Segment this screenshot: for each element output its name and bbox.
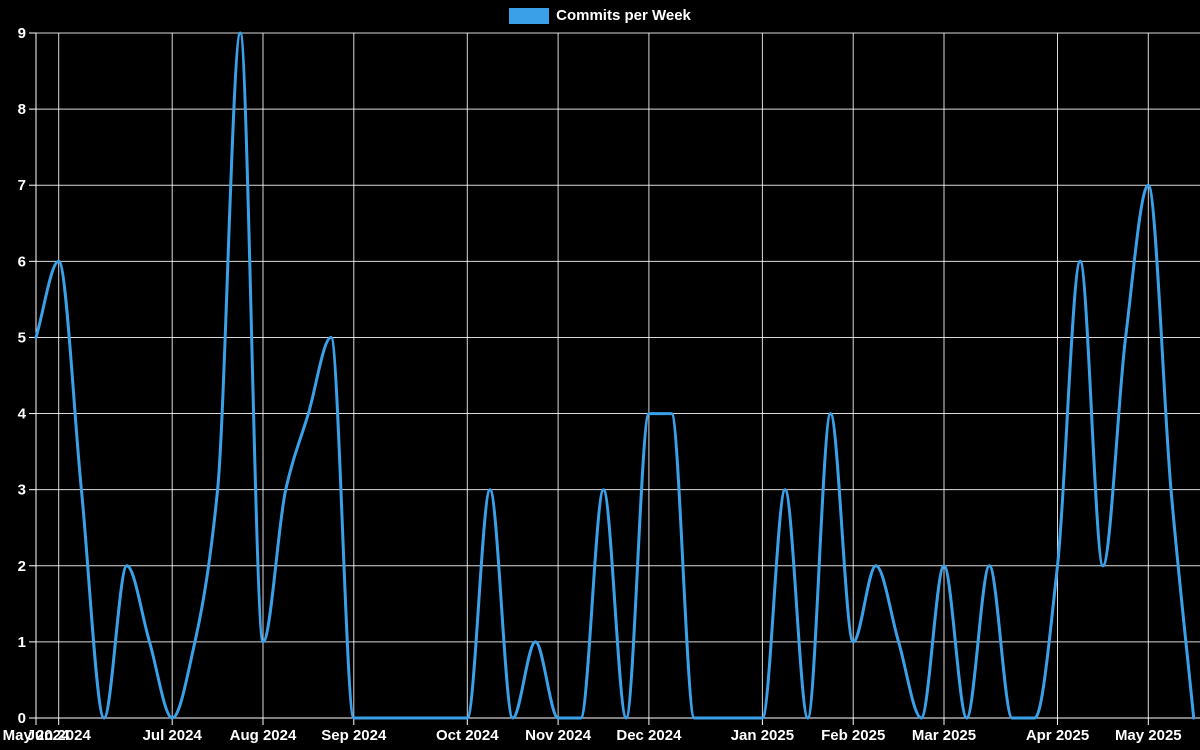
x-tick-label: Jul 2024 [143, 727, 203, 744]
legend-swatch [509, 8, 550, 24]
legend: Commits per Week [0, 6, 1200, 26]
y-tick-label: 4 [18, 406, 27, 423]
y-tick-label: 9 [18, 25, 26, 42]
legend-label: Commits per Week [556, 7, 691, 24]
legend-item-commits[interactable]: Commits per Week [509, 6, 691, 26]
y-tick-label: 6 [18, 253, 26, 270]
x-tick-label: Feb 2025 [821, 727, 885, 744]
x-tick-label: May 2025 [1115, 727, 1182, 744]
y-tick-label: 7 [18, 177, 26, 194]
x-tick-label: Jan 2025 [731, 727, 794, 744]
x-tick-label: Jun 2024 [27, 727, 92, 744]
x-tick-label: Nov 2024 [525, 727, 592, 744]
x-tick-label: Apr 2025 [1026, 727, 1089, 744]
y-tick-label: 2 [18, 558, 26, 575]
y-tick-label: 8 [18, 101, 26, 118]
y-tick-label: 1 [18, 634, 26, 651]
x-tick-label: Aug 2024 [230, 727, 297, 744]
x-tick-label: Mar 2025 [912, 727, 976, 744]
y-tick-label: 0 [18, 710, 26, 727]
x-tick-label: Dec 2024 [616, 727, 682, 744]
x-tick-label: Sep 2024 [321, 727, 387, 744]
y-tick-label: 5 [18, 329, 26, 346]
series-line-commits-per-week[interactable] [34, 31, 1196, 720]
x-tick-label: May 2024 [3, 727, 70, 744]
x-tick-label: Oct 2024 [436, 727, 499, 744]
y-tick-label: 3 [18, 482, 26, 499]
